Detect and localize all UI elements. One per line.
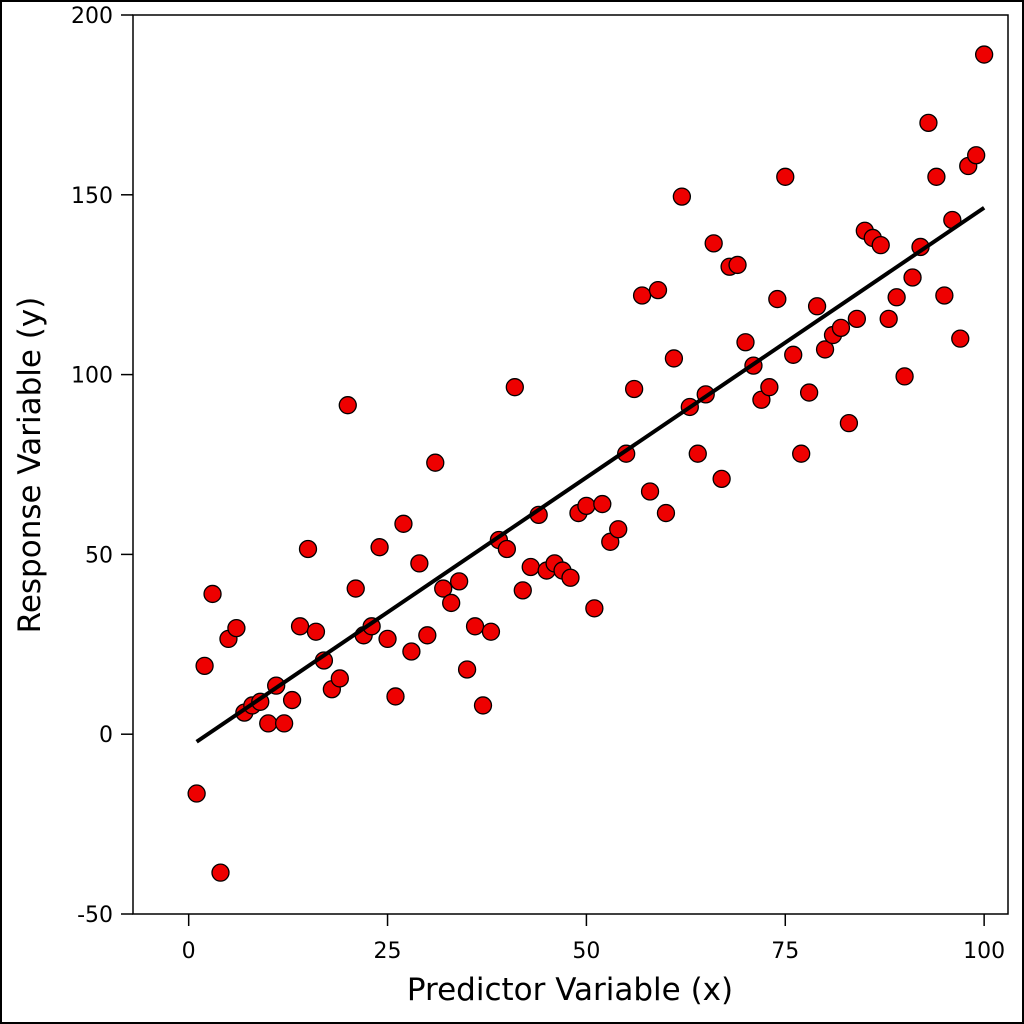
data-point xyxy=(672,187,692,206)
data-point xyxy=(895,367,914,386)
data-point xyxy=(346,579,365,598)
data-point xyxy=(187,784,206,803)
data-point xyxy=(434,579,453,598)
y-tick-label: 0 xyxy=(99,723,113,748)
data-point xyxy=(259,714,278,733)
data-point xyxy=(290,617,310,636)
data-point xyxy=(815,340,835,359)
data-point xyxy=(338,396,357,415)
data-point xyxy=(656,503,676,523)
data-point xyxy=(831,318,851,338)
data-point xyxy=(847,309,867,329)
x-axis-label: Predictor Variable (x) xyxy=(407,972,733,1008)
data-point xyxy=(298,539,318,559)
data-point xyxy=(513,581,532,600)
data-point xyxy=(418,626,437,645)
regression-line-group xyxy=(195,206,986,744)
x-tick-label: 50 xyxy=(572,939,600,964)
data-point xyxy=(195,656,214,676)
data-point xyxy=(648,280,668,300)
data-point xyxy=(227,618,246,638)
data-point xyxy=(704,234,723,253)
data-point xyxy=(306,622,326,641)
plot-area-frame xyxy=(132,14,1009,915)
x-tick-label: 25 xyxy=(374,939,402,964)
data-point xyxy=(505,378,524,397)
data-point xyxy=(919,113,938,133)
data-point xyxy=(561,568,580,587)
data-point xyxy=(473,696,493,715)
data-point xyxy=(799,383,819,402)
x-tick-label: 0 xyxy=(182,939,196,964)
data-point xyxy=(394,514,413,533)
data-point xyxy=(784,345,803,364)
data-point xyxy=(203,584,222,604)
y-tick-label: 150 xyxy=(71,184,113,209)
data-point xyxy=(839,413,859,433)
data-point xyxy=(632,286,652,305)
data-point xyxy=(728,255,747,275)
y-axis: -50 0 50 100 150 200 xyxy=(71,4,133,928)
data-point xyxy=(378,629,397,649)
x-tick-label: 75 xyxy=(771,939,799,964)
data-point xyxy=(712,469,731,489)
x-tick-label: 100 xyxy=(963,939,1005,964)
y-tick-label: 200 xyxy=(71,4,113,29)
y-tick-label: 100 xyxy=(71,364,113,389)
x-axis: 0 25 50 75 100 xyxy=(182,914,1005,964)
data-point xyxy=(951,329,970,348)
data-point xyxy=(887,288,906,307)
data-point xyxy=(736,333,755,352)
data-point xyxy=(903,268,922,287)
data-point xyxy=(386,687,405,706)
data-point xyxy=(402,642,421,661)
data-point xyxy=(664,349,684,368)
data-point xyxy=(967,146,986,165)
data-point xyxy=(521,557,540,577)
data-point xyxy=(807,297,827,316)
data-point xyxy=(792,444,811,463)
data-point xyxy=(871,235,890,255)
data-point xyxy=(211,863,230,882)
data-point xyxy=(776,167,795,186)
data-point xyxy=(426,453,445,472)
y-tick-label: 50 xyxy=(85,543,113,568)
data-point xyxy=(609,520,628,539)
data-point xyxy=(974,45,994,64)
data-point xyxy=(370,538,389,557)
data-point xyxy=(879,309,898,329)
data-point xyxy=(760,378,779,397)
data-point xyxy=(410,554,429,573)
data-point xyxy=(624,379,644,399)
y-tick-label: -50 xyxy=(77,903,113,928)
data-point xyxy=(935,286,954,305)
data-point xyxy=(688,444,707,463)
data-point xyxy=(282,690,302,710)
data-point xyxy=(465,617,485,636)
data-point xyxy=(274,714,294,733)
data-point xyxy=(481,622,501,641)
data-point xyxy=(457,660,477,679)
data-point xyxy=(768,289,787,309)
data-point xyxy=(442,593,461,613)
data-point xyxy=(927,167,946,186)
data-point xyxy=(640,482,660,501)
data-point xyxy=(593,494,612,514)
data-point xyxy=(577,496,596,516)
y-axis-label: Response Variable (y) xyxy=(12,297,48,634)
data-points xyxy=(187,45,994,882)
data-point xyxy=(449,572,469,591)
data-point xyxy=(585,599,604,618)
data-point xyxy=(330,669,349,688)
regression-line xyxy=(195,206,986,744)
data-point xyxy=(497,539,517,559)
